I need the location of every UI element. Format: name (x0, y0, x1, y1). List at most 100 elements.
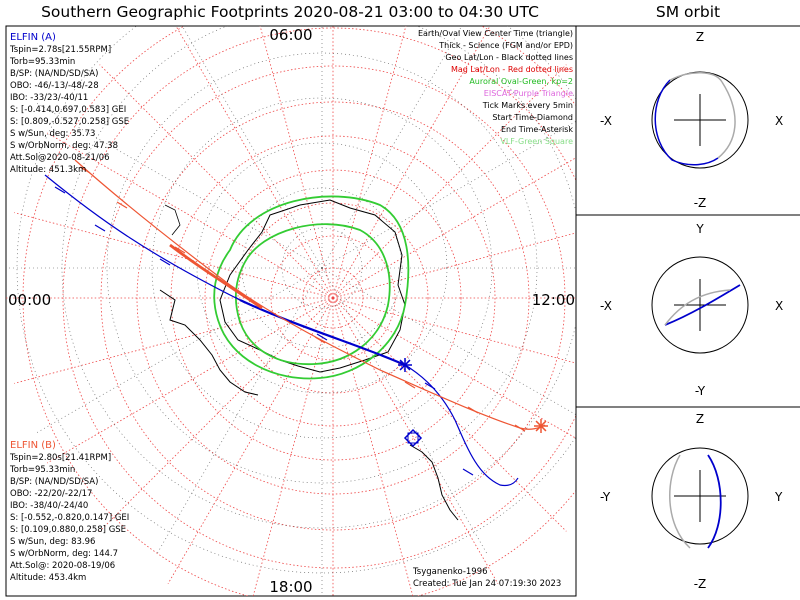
elfin-b-track (74, 159, 546, 430)
elfin-a-tick (316, 333, 328, 341)
mag-lon-line (332, 232, 576, 299)
elfin-a-info-line: B/SP: (NA/ND/SD/SA) (10, 69, 98, 79)
orbit-label-right: Y (774, 490, 783, 504)
orbit-label-top: Y (695, 222, 704, 236)
elfin-a-info-line: OBO: -46/-13/-48/-28 (10, 81, 99, 91)
mag-lat-circle (62, 27, 576, 569)
elfin-a-info-line: S w/OrbNorm, deg: 47.38 (10, 141, 118, 151)
auroral-oval-inner (234, 223, 391, 365)
orbit-label-top: Z (696, 30, 704, 44)
mag-lon-line (332, 26, 491, 299)
legend-entry: EISCAT-Purple Triangle (484, 89, 573, 98)
elfin-b-end-asterisk (535, 420, 547, 432)
orbit-diagrams: Z -Z -X X Y -Y -X X Z -Z -Y Y (600, 30, 783, 591)
elfin-a-tick (94, 224, 106, 232)
elfin-a-info-line: Altitude: 451.3km (10, 165, 86, 175)
legend-entry: Thick - Science (FGM and/or EPD) (438, 41, 573, 50)
elfin-b-info-line: IBO: -38/40/-24/40 (10, 501, 88, 511)
legend-entry: End Time-Asterisk (501, 125, 573, 134)
mag-lon-line (332, 297, 414, 596)
map-panel: 06:00 00:00 12:00 18:00 ELFIN (A) Tspin=… (5, 25, 577, 597)
elfin-b-name: ELFIN (B) (10, 440, 56, 451)
mag-lon-line (332, 297, 499, 584)
mag-lon-line (332, 157, 576, 299)
orbit1-elfin-a (654, 79, 719, 166)
mlt-label-right: 12:00 (532, 291, 575, 309)
elfin-a-tick (462, 468, 474, 476)
peninsula-outline (159, 289, 259, 396)
mag-lon-line (332, 26, 407, 299)
mag-lat-circle (136, 101, 530, 495)
elfin-b-tick (174, 246, 186, 254)
elfin-a-info-line: S w/Sun, deg: 35.73 (10, 129, 95, 139)
elfin-a-info-line: Tspin=2.78s[21.55RPM] (9, 45, 111, 55)
elfin-b-info-line: S: [-0.552,-0.820,0.147] GEI (10, 513, 129, 523)
orbit-earth-circle (651, 447, 749, 545)
geo-grid (6, 26, 576, 596)
magnetic-grid (6, 26, 576, 596)
mag-lat-circle (270, 235, 396, 361)
orbit-label-left: -X (600, 299, 612, 313)
mag-lon-line (332, 297, 576, 439)
orbit2-elfin-a (664, 284, 741, 326)
south-america-outline (409, 444, 459, 521)
elfin-b-info-line: Att.Sol@: 2020-08-19/06 (10, 561, 115, 571)
orbit-label-bottom: -Y (695, 384, 706, 398)
elfin-b-tick (79, 166, 91, 174)
mag-lat-circle (237, 202, 429, 394)
geo-lon-line (321, 267, 576, 415)
mag-lon-line (14, 297, 334, 384)
elfin-a-info-line: S: [0.809,-0.527,0.258] GSE (10, 117, 129, 127)
orbit-label-bottom: -Z (694, 196, 707, 210)
elfin-b-info-line: S w/Sun, deg: 83.96 (10, 537, 95, 547)
legend-entry: Auroral Oval-Green, kp=2 (469, 77, 573, 86)
mag-lon-line (99, 64, 334, 299)
mag-lon-line (259, 26, 334, 299)
orbit-panels: Z -Z -X X Y -Y -X X Z -Z -Y Y (575, 25, 800, 596)
auroral-oval (213, 195, 410, 380)
orbit-label-left: -Y (600, 490, 611, 504)
geo-lon-line (36, 267, 323, 434)
geo-lon-line (321, 121, 576, 269)
map-legend: Earth/Oval View Center Time (triangle) Th… (418, 29, 573, 146)
elfin-b-tick (404, 381, 416, 389)
elfin-b-info-line: Torb=95.33min (9, 465, 75, 475)
continent-outlines (159, 199, 459, 521)
elfin-b-info-line: S w/OrbNorm, deg: 144.7 (10, 549, 118, 559)
main-title: Southern Geographic Footprints 2020-08-2… (41, 3, 539, 21)
elfin-a-info-line: Torb=95.33min (9, 57, 75, 67)
geo-lat-circle (106, 52, 538, 484)
mag-lon-line (14, 212, 334, 299)
elfin-b-info-line: B/SP: (NA/ND/SD/SA) (10, 477, 98, 487)
elfin-b-tick (514, 424, 526, 432)
legend-entry: Earth/Oval View Center Time (triangle) (418, 29, 573, 38)
orbit2-elfin-b (664, 289, 731, 326)
elfin-a-info-line: IBO: -33/23/-40/11 (10, 93, 88, 103)
created-label: Created: Tue Jan 24 07:19:30 2023 (413, 579, 561, 589)
orbit3-elfin-b (669, 454, 691, 549)
mag-lon-line (167, 297, 334, 584)
legend-entry: Mag Lat/Lon - Red dotted lines (451, 65, 573, 74)
elfin-a-tick (159, 258, 171, 266)
mag-lat-circle (204, 169, 462, 427)
track-markers (54, 166, 548, 476)
geo-lon-line (321, 267, 488, 554)
elfin-b-info-line: Altitude: 453.4km (10, 573, 86, 583)
elfin-a-tick (234, 296, 246, 304)
legend-entry: VLF-Green Square (500, 137, 573, 146)
elfin-a-info-line: Att.Sol@2020-08-21/06 (10, 153, 110, 163)
elfin-b-tick (239, 292, 251, 300)
elfin-b-tick (467, 406, 479, 414)
orbit-earth-circle (651, 256, 749, 354)
orbit3-elfin-a (707, 454, 722, 549)
mag-lat-circle (22, 26, 576, 596)
mlt-label-top: 06:00 (269, 26, 312, 44)
geo-lon-line (181, 26, 323, 269)
mlt-label-bottom: 18:00 (269, 578, 312, 596)
orbit-label-right: X (775, 299, 783, 313)
geo-lon-line (321, 26, 463, 269)
elfin-b-info-line: OBO: -22/20/-22/17 (10, 489, 92, 499)
elfin-a-info-line: S: [-0.414,0.697,0.583] GEI (10, 105, 126, 115)
legend-entry: Geo Lat/Lon - Black dotted lines (445, 53, 573, 62)
